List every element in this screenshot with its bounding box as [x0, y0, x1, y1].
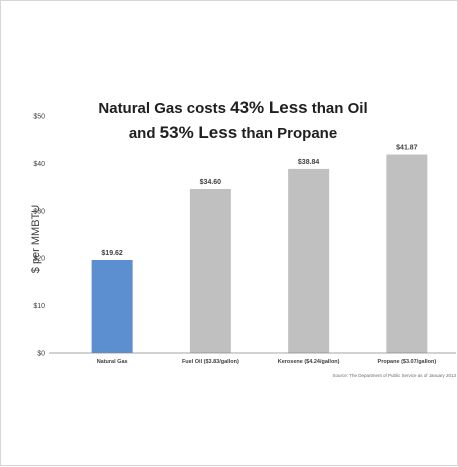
y-tick-label: $50 [33, 114, 45, 121]
category-label: Kerosene ($4.24/gallon) [278, 359, 340, 365]
category-label: Fuel Oil ($3.83/gallon) [182, 359, 239, 365]
y-tick-label: $0 [37, 351, 45, 358]
bar [386, 154, 428, 353]
data-labels: $19.62 $34.60 $38.84 $41.87 [101, 145, 417, 257]
title-line-1: Natural Gas costs 43% Less than Oil [98, 98, 367, 117]
title-emphasis: 53% Less [160, 123, 238, 142]
chart-title: Natural Gas costs 43% Less than Oil and 5… [98, 98, 367, 142]
title-line-2: and 53% Less than Propane [129, 123, 337, 142]
title-segment: than Propane [237, 125, 337, 142]
bars [91, 154, 428, 353]
y-tick-label: $40 [33, 161, 45, 168]
title-segment: than Oil [308, 100, 368, 117]
data-label: $34.60 [200, 179, 222, 186]
data-label: $38.84 [298, 159, 320, 166]
title-segment: Natural Gas costs [98, 100, 230, 117]
bar [91, 260, 133, 353]
category-label: Natural Gas [97, 359, 128, 365]
y-tick-label: $10 [33, 303, 45, 310]
bar [189, 188, 231, 353]
data-label: $41.87 [396, 145, 418, 152]
bar [288, 168, 330, 353]
title-emphasis: 43% Less [230, 98, 308, 117]
category-labels: Natural Gas Fuel Oil ($3.83/gallon) Kerose… [97, 359, 437, 365]
y-tick-label: $30 [33, 208, 45, 215]
y-axis-title: $ per MMBTU [30, 205, 42, 274]
source-note: Source: The Department of Public Service… [333, 373, 457, 378]
y-tick-label: $20 [33, 256, 45, 263]
y-axis: $0 $10 $20 $30 $40 $50 [33, 114, 45, 358]
data-label: $19.62 [101, 250, 123, 257]
category-label: Propane ($3.07/gallon) [378, 359, 437, 365]
title-segment: and [129, 125, 160, 142]
